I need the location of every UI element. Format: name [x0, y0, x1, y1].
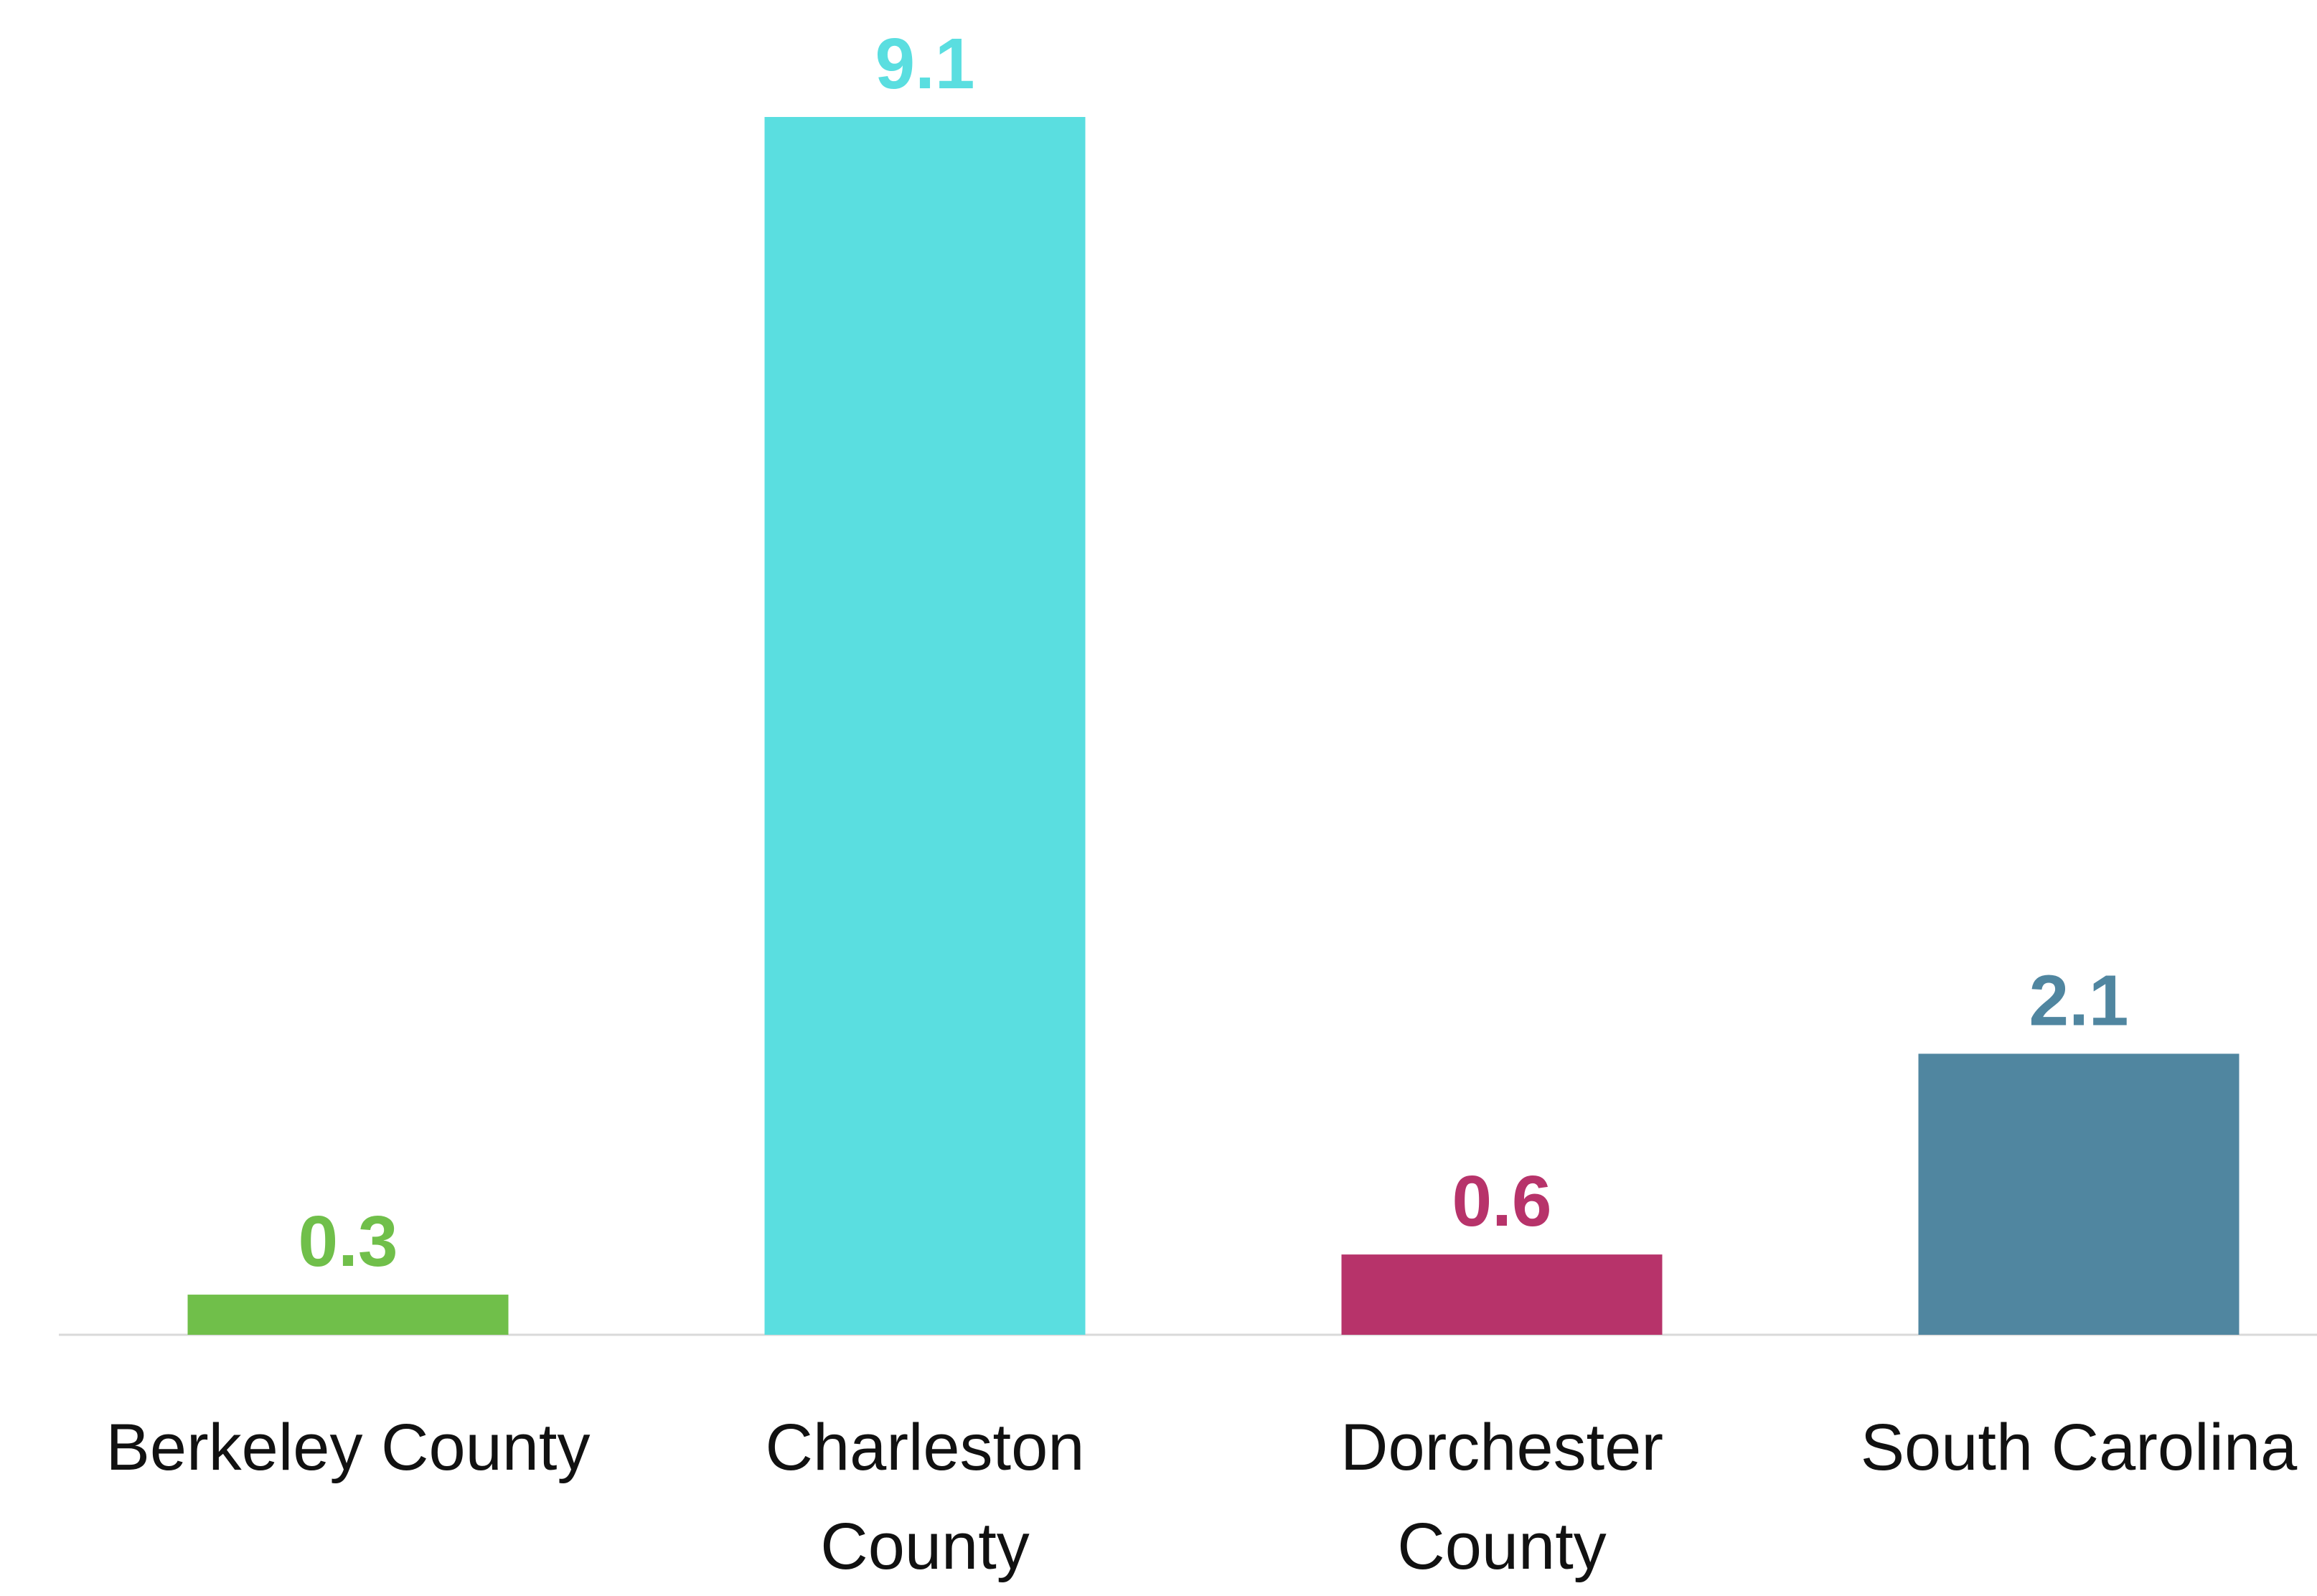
- value-label: 2.1: [2029, 960, 2128, 1041]
- x-tick-label: Dorchester County: [1340, 1411, 1663, 1583]
- x-tick-label: South Carolina: [1860, 1411, 2298, 1484]
- bar: [764, 117, 1086, 1335]
- bar: [1918, 1053, 2240, 1335]
- value-label: 0.3: [298, 1201, 398, 1282]
- bar: [1341, 1254, 1663, 1335]
- value-label: 9.1: [875, 24, 974, 104]
- value-label: 0.6: [1452, 1161, 1551, 1241]
- bar: [187, 1295, 509, 1335]
- x-tick-label: Berkeley County: [105, 1411, 591, 1484]
- x-tick-label: Charleston County: [765, 1411, 1085, 1583]
